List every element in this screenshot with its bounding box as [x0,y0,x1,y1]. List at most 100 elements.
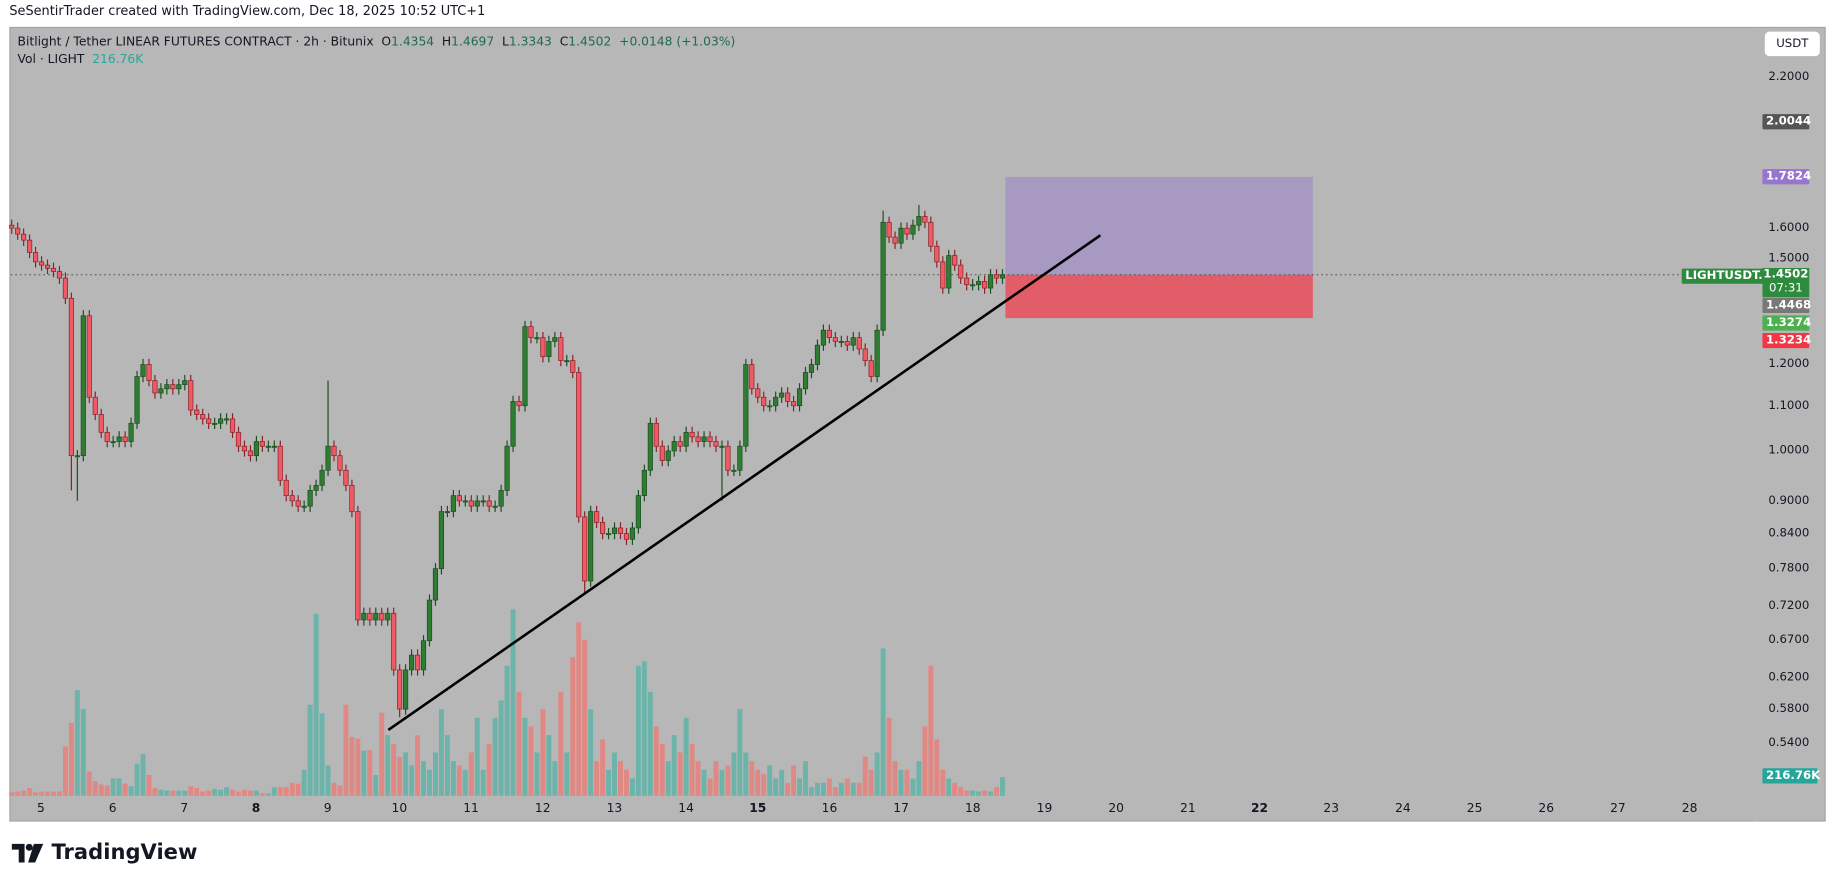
low-value: 1.3343 [508,35,552,50]
price-tick: 0.6700 [1768,634,1810,648]
volume-bar [444,735,450,796]
symbol-title[interactable]: Bitlight / Tether LINEAR FUTURES CONTRAC… [17,35,374,50]
candle [122,436,128,442]
volume-bar [886,717,892,796]
candle [110,441,116,444]
date-tick: 17 [893,801,909,816]
candle [993,274,1000,279]
candle [552,337,558,342]
candle [27,239,33,253]
volume-bar [427,769,432,796]
volume-bar [98,784,104,796]
candle [791,401,797,407]
volume-bar [779,769,785,796]
volume-bar [253,790,259,796]
volume-bar [618,761,623,796]
candle [379,612,385,621]
volume-bar [265,793,271,796]
candle [456,495,462,502]
candle [170,384,176,390]
volume-bar [492,717,498,796]
volume-bar [307,704,313,796]
volume-bar [898,769,904,796]
open-label: O [381,35,392,50]
volume-bar [826,778,832,796]
candle [796,388,803,407]
candle [623,533,630,540]
volume-bar [21,790,27,796]
volume-bar [880,648,886,796]
bar-countdown: 07:31 [1768,282,1803,295]
volume-bar [438,709,444,796]
candle [492,505,498,508]
volume-bar [904,769,910,796]
volume-bar [122,783,128,796]
candle [904,227,910,235]
volume-bar [1000,777,1005,796]
chart-frame [9,26,1826,822]
candle [403,669,409,710]
candle [576,372,582,518]
volume-bar [970,790,976,796]
volume-bar [337,785,343,796]
volume-bar [343,704,349,796]
price-tick: 0.5800 [1768,702,1810,716]
volume-bar [832,787,838,796]
candle [737,445,743,471]
candle [641,469,647,496]
candle [671,441,677,452]
volume-bar [74,690,80,796]
volume-bar [677,752,683,796]
trendline [387,234,1102,732]
volume-bar [594,761,600,796]
candle [916,216,922,226]
candle [450,495,456,512]
date-tick: 28 [1681,801,1698,816]
candle [21,233,27,241]
price-tick: 0.9000 [1768,494,1810,508]
volume-bar [695,761,701,796]
date-tick: 16 [821,801,838,816]
volume-label[interactable]: Vol · LIGHT [17,52,85,67]
volume-bar [922,726,928,796]
candle [713,441,719,447]
volume-bar [325,765,331,796]
price-tick: 2.2000 [1768,70,1810,84]
candle [289,495,295,502]
date-tick: 20 [1108,801,1124,816]
candle [653,422,659,447]
low-label: L [502,35,509,50]
volume-bar [289,782,295,796]
candle [373,612,379,621]
candle [528,326,534,338]
price-tick: 0.7800 [1768,562,1810,576]
candle [719,445,725,448]
candle [743,364,749,447]
candle [600,522,606,534]
volume-bar [104,785,110,796]
date-tick: 7 [180,801,189,816]
candle [629,527,636,540]
currency-button[interactable]: USDT [1764,31,1820,57]
line-level-tag: 2.0044 [1762,114,1811,130]
candle [391,612,397,671]
candle [80,315,86,457]
volume-bar [737,709,743,796]
volume-bar [295,783,301,796]
tradingview-logo-icon [11,843,44,862]
date-tick: 9 [323,801,332,816]
candle [934,245,940,263]
candle [683,431,689,447]
volume-bar [516,691,522,796]
candle [880,221,886,331]
volume-bar [283,787,289,796]
candle [92,396,98,415]
tradingview-logo[interactable]: TradingView [11,840,198,865]
candle [223,418,230,421]
candle [33,252,39,263]
volume-bar [856,782,862,796]
high-label: H [441,35,452,50]
volume-bar [570,657,576,796]
volume-bar [415,735,421,796]
